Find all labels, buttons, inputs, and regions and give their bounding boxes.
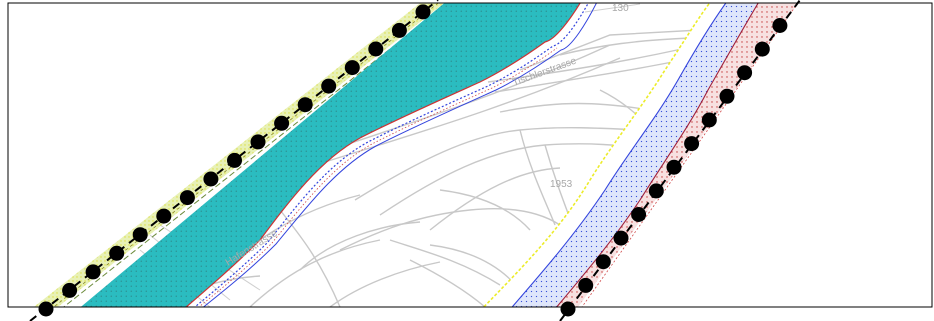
- shoreline-buffer-left: [185, 3, 598, 307]
- boundary-marker-dot: [321, 78, 337, 94]
- boundary-marker-dot: [344, 60, 360, 76]
- boundary-marker-dot: [754, 41, 770, 57]
- boundary-marker-dot: [368, 41, 384, 57]
- boundary-line-left: [29, 0, 439, 321]
- boundary-marker-dot: [666, 159, 682, 175]
- boundary-marker-dot: [297, 97, 313, 113]
- boundary-marker-dot: [578, 277, 594, 293]
- boundary-marker-dot: [85, 264, 101, 280]
- boundary-marker-dot: [227, 152, 242, 168]
- boundary-marker-dot: [684, 136, 700, 152]
- boundary-marker-dot: [415, 4, 431, 20]
- boundary-line-right: [559, 0, 801, 321]
- boundary-marker-dot: [719, 88, 735, 104]
- boundary-marker-dot: [560, 301, 576, 317]
- boundary-marker-dot: [250, 134, 266, 150]
- boundary-marker-dot: [156, 208, 172, 224]
- boundary-marker-dot: [109, 245, 125, 261]
- boundary-marker-dot: [648, 183, 664, 199]
- boundary-marker-dot: [701, 112, 717, 128]
- boundary-marker-dot: [62, 282, 78, 298]
- water-body: [80, 3, 581, 307]
- boundary-marker-dot: [772, 18, 788, 33]
- buffer-zone-right: [482, 3, 799, 307]
- boundary-marker-dot: [38, 301, 54, 317]
- boundary-marker-dot: [274, 115, 290, 131]
- boundary-marker-dot: [595, 254, 611, 270]
- boundary-marker-dot: [203, 171, 219, 187]
- label-number-130: 130: [612, 3, 629, 14]
- map-frame-border: [7, 2, 933, 308]
- label-number-1953: 1953: [550, 179, 573, 190]
- boundary-marker-dot: [391, 22, 407, 38]
- boundary-marker-dot: [737, 65, 753, 81]
- boundary-marker-dot: [132, 227, 148, 243]
- boundary-marker-dot: [613, 230, 629, 246]
- boundary-marker-dot: [179, 190, 195, 206]
- boundary-marker-dot: [631, 207, 647, 222]
